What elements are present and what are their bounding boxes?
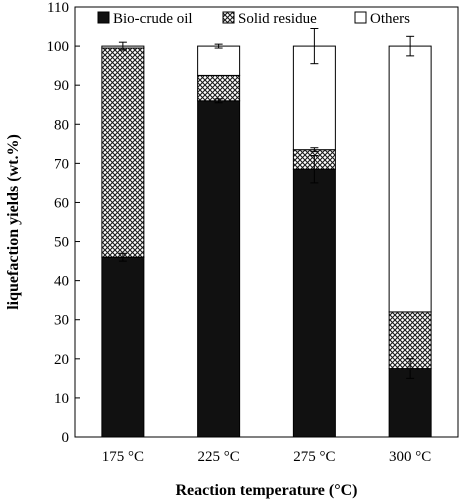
- legend-swatch: [97, 11, 110, 24]
- y-axis-title: liquefaction yields (wt.%): [5, 134, 22, 310]
- bar-others-2: [197, 45, 241, 76]
- legend-swatch: [222, 11, 235, 24]
- y-tick-label: 70: [54, 156, 69, 172]
- y-tick-label: 0: [62, 430, 70, 446]
- plot-frame: [74, 6, 459, 438]
- y-tick-label: 110: [47, 0, 69, 16]
- y-tick-label: 30: [54, 313, 69, 329]
- x-tick-label: 300 °C: [389, 449, 431, 465]
- y-tick-label: 40: [54, 274, 69, 290]
- y-tick-label: 20: [54, 352, 69, 368]
- y-tick-label: 50: [54, 235, 69, 251]
- y-tick-label: 60: [54, 195, 69, 211]
- legend-label: Solid residue: [238, 11, 317, 27]
- bar-bio-crude-oil-4: [388, 368, 432, 438]
- legend-swatch: [354, 11, 367, 24]
- legend-label: Others: [370, 11, 410, 27]
- bar-others-4: [388, 45, 432, 313]
- error-bars: [118, 28, 415, 379]
- bar-bio-crude-oil-1: [101, 256, 145, 438]
- x-axis-title: Reaction temperature (°C): [175, 482, 357, 499]
- y-tick-label: 80: [54, 117, 69, 133]
- x-tick-label: 275 °C: [293, 449, 335, 465]
- bar-solid-residue-2: [197, 74, 241, 102]
- y-tick-label: 100: [47, 39, 70, 55]
- legend: Bio-crude oil Solid residue Others: [97, 11, 410, 27]
- y-tick-label: 10: [54, 391, 69, 407]
- x-tick-label: 175 °C: [102, 449, 144, 465]
- bar-bio-crude-oil-3: [292, 168, 336, 438]
- bar-bio-crude-oil-2: [197, 100, 241, 438]
- y-tick-label: 90: [54, 78, 69, 94]
- bars: [101, 45, 432, 438]
- bar-solid-residue-1: [101, 47, 145, 258]
- x-tick-label: 225 °C: [197, 449, 239, 465]
- legend-label: Bio-crude oil: [113, 11, 193, 27]
- axes: 175 °C 225 °C 275 °C 300 °C 0 10 20 30 40 50 60 70 8…: [47, 0, 459, 465]
